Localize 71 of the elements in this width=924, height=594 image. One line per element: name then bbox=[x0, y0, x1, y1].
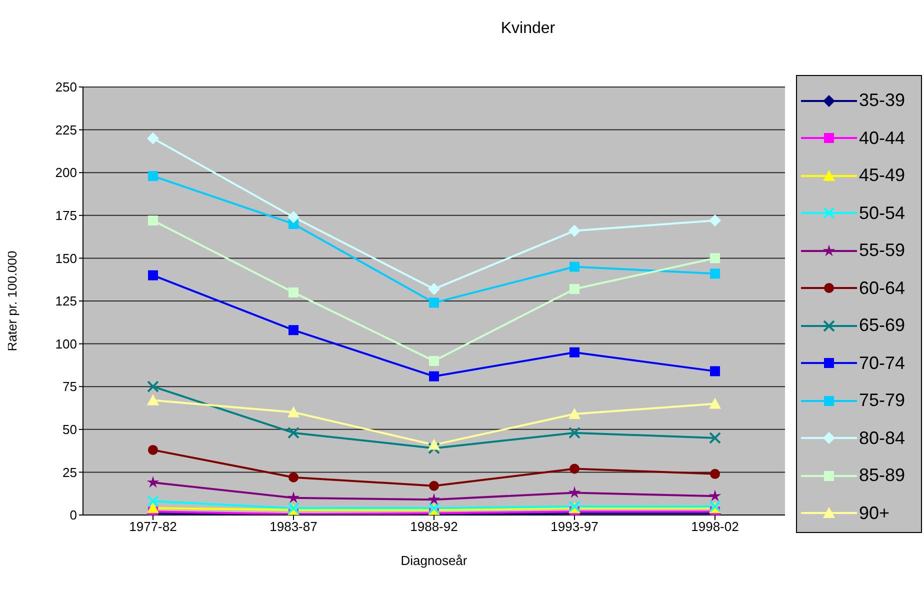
y-tick-label: 200 bbox=[55, 165, 77, 180]
legend-label: 55-59 bbox=[859, 240, 906, 262]
point bbox=[429, 371, 439, 382]
point bbox=[568, 224, 580, 237]
point bbox=[288, 287, 298, 298]
y-tick-label: 0 bbox=[70, 508, 77, 523]
point bbox=[570, 347, 580, 358]
legend-label: 85-89 bbox=[859, 465, 906, 486]
legend-label: 35-39 bbox=[859, 90, 906, 112]
point bbox=[710, 468, 720, 479]
point bbox=[568, 426, 580, 439]
point bbox=[710, 268, 720, 279]
point bbox=[147, 132, 159, 144]
legend-label: 40-44 bbox=[859, 128, 906, 149]
point bbox=[288, 426, 300, 439]
point bbox=[288, 472, 298, 482]
y-tick-label: 150 bbox=[55, 250, 77, 266]
point bbox=[568, 408, 580, 419]
point bbox=[147, 380, 159, 393]
x-axis-title: Diagnoseår bbox=[400, 553, 468, 568]
point bbox=[288, 325, 298, 336]
x-tick-label: 1977-82 bbox=[129, 519, 177, 534]
point bbox=[570, 464, 580, 474]
point bbox=[428, 442, 440, 454]
legend-label: 90+ bbox=[859, 502, 890, 524]
point bbox=[710, 366, 720, 376]
point bbox=[428, 283, 440, 296]
point bbox=[570, 262, 580, 272]
y-tick-label: 100 bbox=[55, 336, 77, 352]
point bbox=[709, 214, 721, 227]
point bbox=[148, 270, 158, 280]
chart-title: Kvinder bbox=[500, 20, 556, 38]
point bbox=[148, 444, 158, 455]
point bbox=[428, 438, 440, 450]
x-tick-label: 1988-92 bbox=[410, 519, 458, 534]
point bbox=[568, 486, 581, 498]
point bbox=[429, 356, 439, 366]
y-tick-label: 75 bbox=[62, 379, 77, 394]
x-tick-label: 1983-87 bbox=[270, 519, 318, 534]
legend-label: 65-69 bbox=[859, 315, 906, 336]
point bbox=[429, 480, 439, 491]
point bbox=[148, 171, 158, 182]
point bbox=[146, 476, 160, 488]
point bbox=[709, 398, 721, 409]
point bbox=[287, 491, 300, 504]
y-tick-label: 125 bbox=[55, 294, 77, 309]
legend-label: 70-74 bbox=[859, 352, 906, 374]
point bbox=[147, 502, 159, 514]
legend-label: 50-54 bbox=[859, 202, 906, 224]
point bbox=[710, 253, 720, 264]
x-tick-label: 1993-97 bbox=[550, 519, 598, 534]
point bbox=[148, 216, 158, 226]
point bbox=[428, 493, 440, 505]
point bbox=[288, 211, 300, 224]
point bbox=[288, 406, 300, 418]
y-tick-label: 250 bbox=[55, 80, 77, 95]
legend-label: 45-49 bbox=[859, 165, 906, 186]
point bbox=[147, 495, 159, 508]
legend-label: 60-64 bbox=[859, 278, 906, 299]
point bbox=[709, 432, 721, 444]
y-tick-label: 50 bbox=[62, 422, 77, 438]
point bbox=[708, 490, 722, 502]
y-tick-label: 175 bbox=[55, 208, 77, 224]
point bbox=[147, 394, 159, 406]
legend-label: 80-84 bbox=[859, 428, 906, 449]
y-tick-label: 225 bbox=[55, 122, 77, 138]
y-tick-label: 25 bbox=[62, 464, 77, 480]
point bbox=[429, 298, 439, 308]
x-tick-label: 1998-02 bbox=[691, 519, 739, 534]
legend-label: 75-79 bbox=[859, 390, 906, 412]
point bbox=[570, 284, 580, 294]
